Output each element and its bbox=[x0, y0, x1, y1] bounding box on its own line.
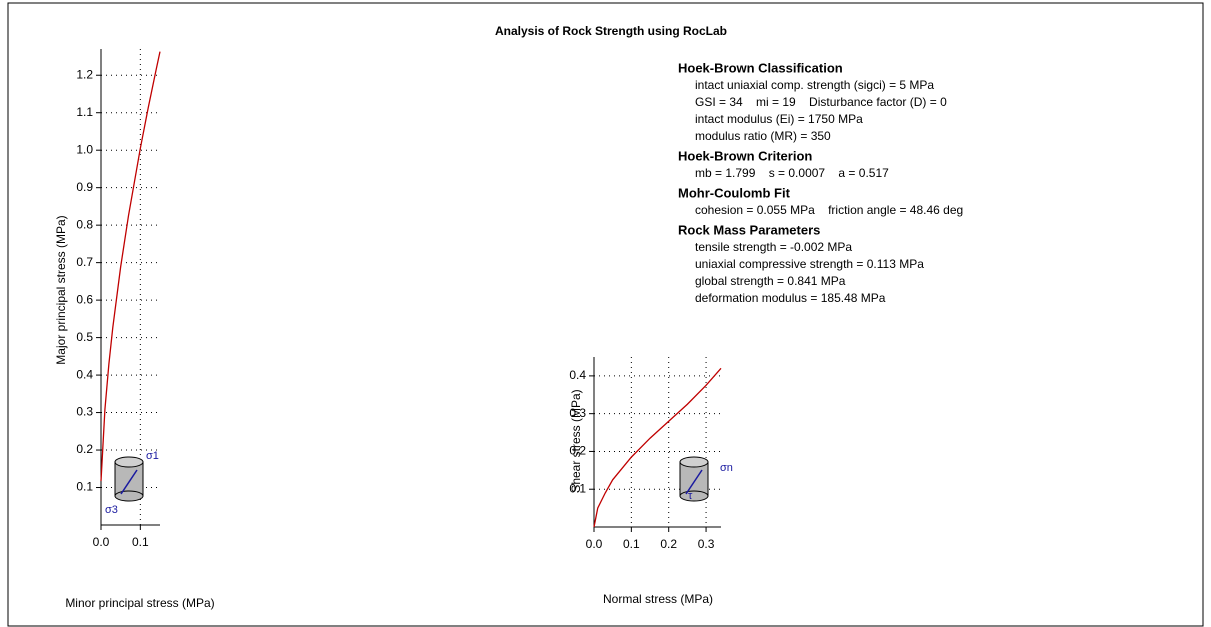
y-tick-label: 0.8 bbox=[76, 217, 93, 231]
stress-arrow bbox=[120, 469, 138, 495]
parameter-line: intact uniaxial comp. strength (sigci) =… bbox=[695, 78, 934, 92]
y-tick-label: 0.2 bbox=[569, 444, 586, 458]
x-tick-label: 0.2 bbox=[660, 537, 677, 551]
parameter-line: uniaxial compressive strength = 0.113 MP… bbox=[695, 257, 924, 271]
y-tick-label: 0.1 bbox=[569, 481, 586, 495]
frame bbox=[7, 2, 1204, 627]
x-tick-label: 0.0 bbox=[586, 537, 603, 551]
stress-symbol: σn bbox=[720, 462, 733, 474]
y-tick-label: 0.2 bbox=[76, 442, 93, 456]
section-heading: Hoek-Brown Criterion bbox=[678, 148, 812, 163]
x-tick-label: 0.1 bbox=[623, 537, 640, 551]
y-tick-label: 0.3 bbox=[569, 406, 586, 420]
page-title: Analysis of Rock Strength using RocLab bbox=[495, 24, 727, 38]
y-tick-label: 0.5 bbox=[76, 330, 93, 344]
section-heading: Mohr-Coulomb Fit bbox=[678, 185, 791, 200]
parameter-line: tensile strength = -0.002 MPa bbox=[695, 240, 852, 254]
x-axis-label: Normal stress (MPa) bbox=[603, 592, 713, 606]
section-heading: Rock Mass Parameters bbox=[678, 222, 820, 237]
stress-symbol: τ bbox=[688, 490, 693, 502]
parameter-line: modulus ratio (MR) = 350 bbox=[695, 129, 831, 143]
y-tick-label: 0.1 bbox=[76, 480, 93, 494]
y-tick-label: 0.6 bbox=[76, 292, 93, 306]
y-tick-label: 0.3 bbox=[76, 405, 93, 419]
parameter-line: GSI = 34 mi = 19 Disturbance factor (D) … bbox=[695, 95, 947, 109]
y-tick-label: 0.4 bbox=[76, 367, 93, 381]
x-tick-label: 0.1 bbox=[132, 535, 149, 549]
parameter-line: mb = 1.799 s = 0.0007 a = 0.517 bbox=[695, 166, 889, 180]
x-tick-label: 0.3 bbox=[698, 537, 715, 551]
section-heading: Hoek-Brown Classification bbox=[678, 60, 843, 75]
specimen-icon bbox=[114, 456, 144, 468]
stress-symbol: σ3 bbox=[105, 504, 118, 516]
stress-symbol: σ1 bbox=[146, 450, 159, 462]
y-tick-label: 1.1 bbox=[76, 105, 93, 119]
y-axis-label: Major principal stress (MPa) bbox=[54, 215, 68, 364]
curve bbox=[100, 51, 161, 482]
y-tick-label: 0.9 bbox=[76, 180, 93, 194]
y-tick-label: 1.0 bbox=[76, 142, 93, 156]
specimen-icon bbox=[679, 456, 709, 468]
specimen-icon bbox=[679, 490, 709, 502]
y-tick-label: 0.4 bbox=[569, 368, 586, 382]
y-axis-label: Shear stress (MPa) bbox=[569, 389, 583, 492]
parameter-line: global strength = 0.841 MPa bbox=[695, 274, 846, 288]
x-tick-label: 0.0 bbox=[93, 535, 110, 549]
parameter-line: cohesion = 0.055 MPa friction angle = 48… bbox=[695, 203, 963, 217]
y-tick-label: 0.7 bbox=[76, 255, 93, 269]
parameter-line: intact modulus (Ei) = 1750 MPa bbox=[695, 112, 863, 126]
y-tick-label: 1.2 bbox=[76, 67, 93, 81]
parameter-line: deformation modulus = 185.48 MPa bbox=[695, 291, 886, 305]
specimen-icon bbox=[114, 490, 144, 502]
curve bbox=[593, 367, 722, 528]
x-axis-label: Minor principal stress (MPa) bbox=[65, 596, 214, 610]
stress-arrow bbox=[685, 469, 703, 495]
